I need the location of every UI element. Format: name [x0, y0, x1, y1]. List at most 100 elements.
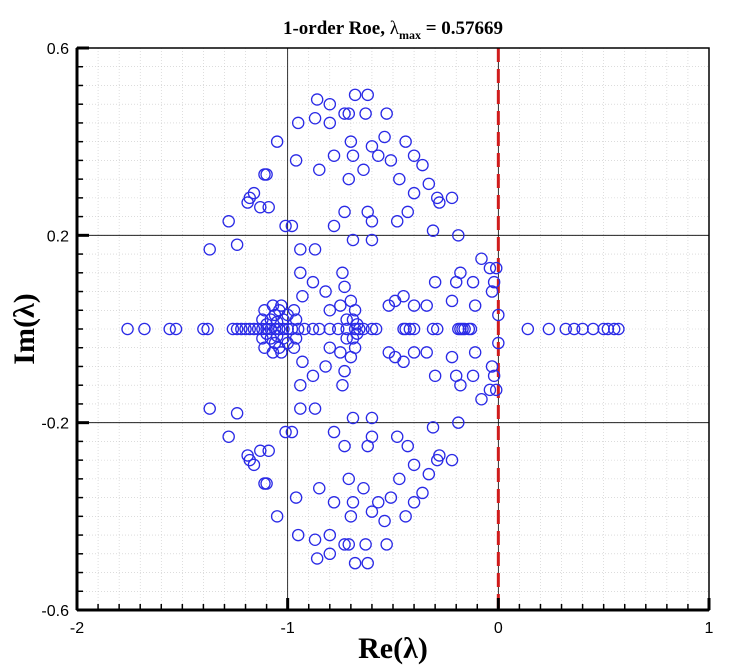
- data-point: [262, 200, 275, 214]
- data-point: [289, 332, 303, 345]
- y-tick-label: -0.2: [41, 416, 69, 433]
- data-point: [348, 88, 362, 102]
- data-point: [254, 200, 267, 214]
- data-point: [416, 486, 429, 500]
- data-point: [407, 149, 421, 162]
- title-suffix: = 0.57669: [421, 18, 503, 39]
- data-point: [346, 332, 360, 345]
- data-point: [521, 322, 535, 336]
- data-point: [296, 355, 309, 369]
- data-point: [313, 481, 326, 495]
- data-point: [340, 322, 353, 336]
- data-point: [344, 510, 358, 523]
- data-point: [270, 135, 284, 148]
- data-point: [230, 322, 244, 336]
- data-point: [380, 107, 393, 120]
- data-point: [342, 538, 356, 551]
- data-point: [306, 322, 320, 336]
- data-point: [323, 547, 337, 561]
- data-point: [359, 538, 372, 551]
- data-point: [407, 458, 421, 472]
- data-point: [485, 360, 499, 373]
- data-point: [138, 322, 151, 336]
- data-point: [393, 472, 406, 486]
- title-symbol: λ: [390, 18, 400, 39]
- data-point: [407, 186, 421, 200]
- data-point: [342, 172, 356, 186]
- data-point: [433, 196, 446, 209]
- data-point: [230, 238, 244, 251]
- data-point: [372, 149, 385, 162]
- data-point: [323, 322, 337, 336]
- data-point: [235, 322, 248, 336]
- data-point: [247, 186, 261, 200]
- data-point: [275, 346, 288, 359]
- data-point: [270, 315, 284, 329]
- data-point: [258, 341, 271, 354]
- y-axis-label: Im(λ): [8, 293, 41, 364]
- data-point: [243, 322, 256, 336]
- data-point: [241, 449, 254, 462]
- data-point: [350, 327, 364, 340]
- data-point: [350, 318, 364, 331]
- data-point: [298, 322, 311, 336]
- data-point: [542, 322, 556, 336]
- data-point: [397, 289, 410, 303]
- data-point: [340, 332, 353, 345]
- data-point: [559, 322, 572, 336]
- data-point: [222, 430, 235, 443]
- data-point: [285, 219, 299, 233]
- data-point: [485, 285, 499, 298]
- data-point: [445, 453, 459, 467]
- data-point: [323, 528, 337, 542]
- data-point: [466, 275, 480, 289]
- chart-title: 1-order Roe, λmax = 0.57669: [283, 18, 503, 42]
- data-point: [407, 299, 421, 312]
- data-point: [313, 322, 326, 336]
- data-point: [338, 280, 351, 294]
- data-point: [319, 285, 332, 298]
- data-point: [247, 458, 261, 472]
- data-point: [203, 243, 216, 256]
- data-point: [323, 97, 337, 111]
- eigenvalue-points: [121, 88, 625, 570]
- data-point: [270, 329, 284, 343]
- title-subscript: max: [399, 28, 421, 42]
- data-point: [287, 304, 301, 317]
- y-tick-label: 0.6: [47, 41, 69, 58]
- data-point: [365, 322, 379, 336]
- data-point: [407, 346, 421, 359]
- data-point: [241, 196, 254, 209]
- data-point: [264, 313, 278, 326]
- x-axis-label: Re(λ): [358, 632, 428, 665]
- data-point: [277, 332, 290, 345]
- data-point: [378, 130, 391, 144]
- data-point: [262, 444, 275, 458]
- data-point: [338, 538, 351, 551]
- data-point: [323, 304, 337, 317]
- axis-ticks: [75, 46, 711, 612]
- data-point: [454, 266, 467, 280]
- data-point: [492, 308, 505, 322]
- data-point: [264, 322, 278, 336]
- data-point: [287, 341, 301, 354]
- data-point: [338, 439, 351, 453]
- data-point: [487, 275, 501, 289]
- data-point: [399, 510, 412, 523]
- data-point: [310, 552, 324, 565]
- data-point: [433, 449, 446, 462]
- data-point: [275, 299, 288, 312]
- data-point: [468, 346, 482, 359]
- data-point: [428, 275, 442, 289]
- data-point: [222, 215, 235, 228]
- data-point: [576, 322, 589, 336]
- x-tick-label: 1: [705, 620, 714, 637]
- data-point: [327, 219, 341, 233]
- data-point: [430, 322, 444, 336]
- data-point: [346, 496, 360, 509]
- data-point: [340, 313, 353, 326]
- data-point: [294, 243, 307, 256]
- data-point: [369, 322, 383, 336]
- data-point: [230, 407, 244, 420]
